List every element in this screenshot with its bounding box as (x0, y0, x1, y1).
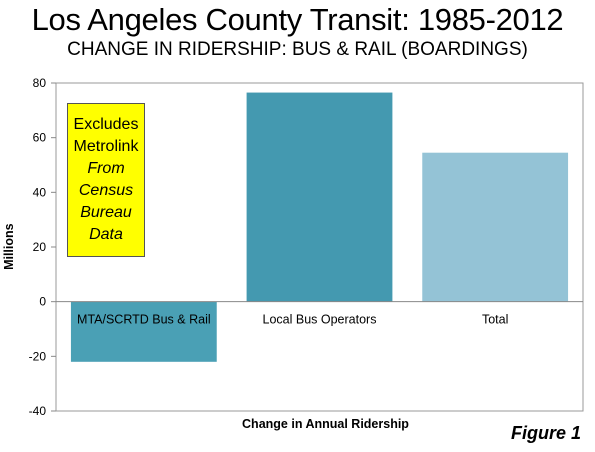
y-tick-label: 80 (33, 76, 47, 90)
note-box: Excludes Metrolink From Census Bureau Da… (67, 103, 145, 257)
bar (70, 301, 217, 362)
chart-subtitle: CHANGE IN RIDERSHIP: BUS & RAIL (BOARDIN… (67, 39, 528, 60)
x-axis-title: Change in Annual Ridership (242, 417, 409, 431)
note-line: From (87, 160, 125, 177)
y-tick-label: -20 (29, 349, 47, 363)
category-label: Total (482, 313, 508, 327)
y-axis-title: Millions (2, 223, 16, 270)
y-tick-label: -40 (29, 404, 47, 418)
category-label: Local Bus Operators (263, 313, 377, 327)
y-tick-label: 60 (33, 131, 47, 145)
category-label: MTA/SCRTD Bus & Rail (77, 313, 211, 327)
figure-label: Figure 1 (510, 423, 581, 443)
y-tick-label: 0 (39, 295, 46, 309)
chart-title: Los Angeles County Transit: 1985-2012 (31, 2, 564, 37)
note-line: Metrolink (73, 138, 139, 155)
note-line: Bureau (80, 204, 132, 221)
bar (246, 92, 393, 302)
y-tick-label: 40 (33, 185, 47, 199)
bar (422, 152, 569, 302)
note-line: Census (78, 182, 134, 199)
y-tick-label: 20 (33, 240, 47, 254)
note-line: Data (89, 226, 123, 243)
note-line: Excludes (73, 116, 139, 133)
